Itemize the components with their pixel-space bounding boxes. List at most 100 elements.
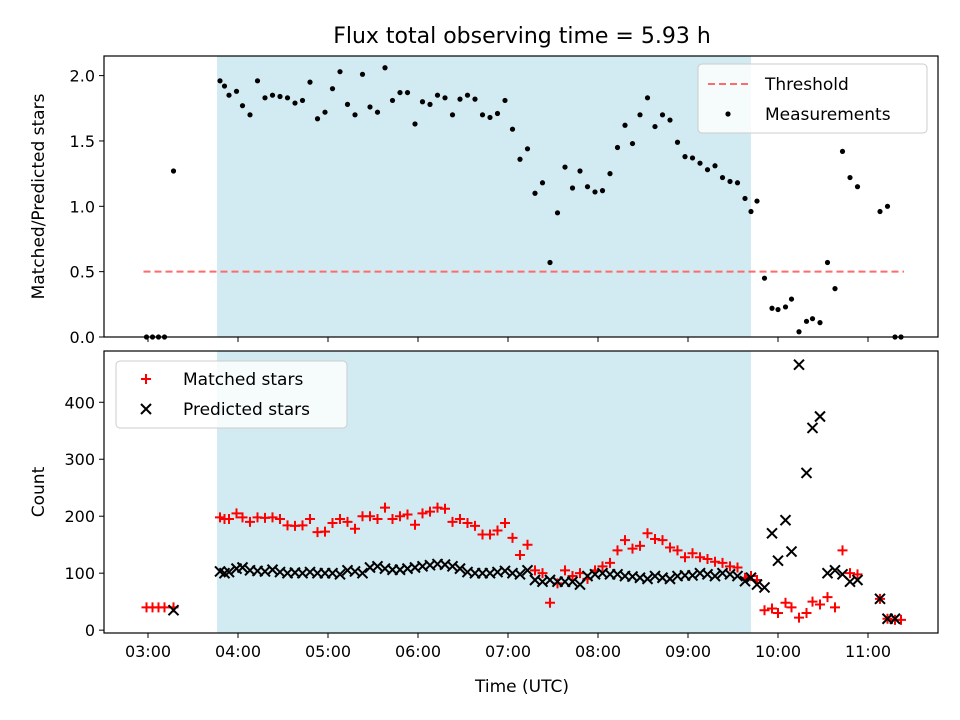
measurement-point <box>412 121 418 127</box>
matched-point <box>635 540 645 551</box>
matched-point <box>500 518 510 529</box>
measurement-point <box>769 305 775 311</box>
matched-point <box>807 596 818 607</box>
predicted-point <box>709 570 721 582</box>
matched-point <box>642 528 653 539</box>
matched-point <box>759 605 770 616</box>
measurement-point <box>479 112 486 118</box>
predicted-point <box>751 578 763 591</box>
predicted-point <box>686 569 699 582</box>
predicted-point <box>499 565 511 577</box>
measurement-point <box>734 180 741 186</box>
measurement-point <box>796 329 802 335</box>
measurement-point <box>607 171 613 177</box>
legend-threshold-label: Threshold <box>764 75 849 95</box>
measurement-point <box>775 306 781 313</box>
matched-point <box>746 571 756 582</box>
matched-point <box>462 518 473 529</box>
matched-point <box>372 514 383 525</box>
matched-point <box>773 608 783 619</box>
matched-point <box>717 557 728 568</box>
matched-point <box>237 512 248 523</box>
legend-measurements-swatch <box>725 111 731 117</box>
matched-point <box>275 514 285 525</box>
predicted-point <box>223 566 235 578</box>
measurement-point <box>817 320 823 326</box>
measurement-point <box>322 109 328 115</box>
y-tick-label: 1.0 <box>70 197 95 216</box>
predicted-point <box>266 564 279 576</box>
measurement-point <box>667 117 673 123</box>
matched-point <box>395 511 405 522</box>
measurement-point <box>839 148 846 155</box>
measurement-point <box>719 174 726 181</box>
predicted-point <box>334 568 346 581</box>
matched-point <box>485 529 495 540</box>
measurement-point <box>554 210 561 216</box>
matched-point <box>387 514 398 525</box>
legend-plus-marker <box>141 374 151 384</box>
measurement-point <box>788 296 795 302</box>
y-axis-ticks-bottom: 0 100 200 300 400 <box>64 393 104 640</box>
predicted-point <box>514 568 526 581</box>
y-tick-label: 400 <box>64 393 95 412</box>
measurement-point <box>419 99 426 105</box>
matched-point <box>417 508 428 519</box>
measurement-point <box>269 92 276 98</box>
matched-point <box>702 553 713 564</box>
x-tick-label: 11:00 <box>845 642 891 661</box>
predicted-point <box>664 573 676 585</box>
measurement-point <box>524 146 531 152</box>
matched-point <box>522 539 533 550</box>
measurement-point <box>569 185 576 191</box>
matched-point <box>342 516 353 527</box>
x-tick-label: 03:00 <box>125 642 171 661</box>
matched-point <box>801 608 812 619</box>
x-axis-ticks-bottom: 03:00 04:00 05:00 06:00 07:00 08:00 09:00 10:00… <box>125 633 891 661</box>
measurement-point <box>562 164 568 170</box>
measurement-point <box>803 318 810 324</box>
measurement-point <box>472 96 478 102</box>
predicted-point <box>821 567 834 579</box>
measurement-point <box>704 167 711 173</box>
legend-bottom: Matched stars Predicted stars <box>115 360 348 429</box>
measurement-point <box>809 316 816 322</box>
measurement-point <box>727 178 733 185</box>
measurement-point <box>614 144 621 151</box>
x-tick-label: 08:00 <box>575 642 621 661</box>
predicted-point <box>739 575 751 587</box>
matched-point <box>620 535 630 546</box>
predicted-point <box>829 564 841 577</box>
matched-point <box>267 512 278 523</box>
measurement-point <box>494 110 501 117</box>
matched-point <box>350 523 360 534</box>
matched-point <box>567 571 578 582</box>
x-axis-label: Time (UTC) <box>474 677 569 697</box>
predicted-point <box>566 576 579 588</box>
measurement-point <box>292 100 298 106</box>
matched-point <box>657 535 668 546</box>
measurement-point <box>217 78 223 84</box>
measurement-point <box>742 195 748 202</box>
top-panel-frame <box>103 55 939 338</box>
matched-point <box>432 502 443 513</box>
measurement-point <box>877 208 883 215</box>
measurement-point <box>367 104 373 110</box>
measurement-point <box>689 155 696 161</box>
y-tick-label: 0.5 <box>70 263 95 282</box>
measurement-point <box>254 78 261 84</box>
measurement-point <box>262 95 268 101</box>
matched-point <box>447 516 458 527</box>
matched-point <box>815 599 825 610</box>
y-axis-label-bottom: Count <box>29 466 49 517</box>
matched-point <box>845 568 855 579</box>
measurement-point <box>247 112 253 118</box>
y-tick-label: 200 <box>64 507 95 526</box>
measurement-point <box>754 198 760 204</box>
observing-window-shade-top <box>217 56 751 337</box>
measurement-point <box>397 89 403 96</box>
predicted-point <box>793 358 805 371</box>
measurement-point <box>389 97 396 104</box>
legend-box-top <box>697 63 928 134</box>
